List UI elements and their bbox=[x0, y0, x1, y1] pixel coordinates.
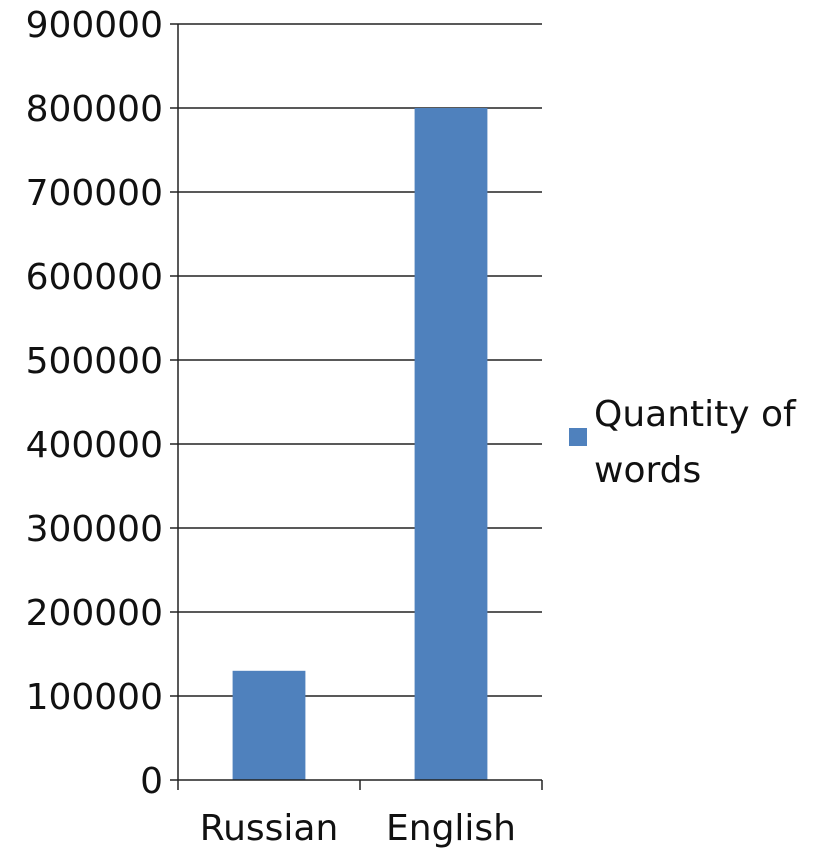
gridlines bbox=[178, 23, 542, 697]
bar-english bbox=[414, 108, 488, 780]
legend: Quantity of words bbox=[569, 394, 807, 491]
legend-label: Quantity of words bbox=[594, 394, 807, 491]
x-category-label: Russian bbox=[200, 808, 339, 849]
y-tick-label: 400000 bbox=[26, 425, 163, 466]
y-tick-label: 700000 bbox=[26, 173, 163, 214]
bars bbox=[232, 108, 488, 780]
legend-swatch bbox=[569, 428, 587, 446]
y-tick-label: 900000 bbox=[26, 5, 163, 46]
y-axis-tick-labels: 0 100000 200000 300000 400000 500000 600000 700… bbox=[26, 5, 163, 802]
y-tick-label: 0 bbox=[140, 761, 163, 802]
x-axis-category-labels: Russian English bbox=[200, 808, 516, 849]
y-tick-label: 200000 bbox=[26, 593, 163, 634]
legend-label-line: words bbox=[594, 450, 701, 491]
y-tick-label: 600000 bbox=[26, 257, 163, 298]
x-axis-ticks bbox=[177, 780, 543, 790]
y-tick-label: 500000 bbox=[26, 341, 163, 382]
x-category-label: English bbox=[386, 808, 516, 849]
y-tick-label: 100000 bbox=[26, 677, 163, 718]
legend-label-line: Quantity of bbox=[594, 394, 797, 435]
y-tick-label: 800000 bbox=[26, 89, 163, 130]
y-axis-ticks bbox=[170, 23, 178, 781]
y-tick-label: 300000 bbox=[26, 509, 163, 550]
bar-russian bbox=[232, 670, 306, 780]
